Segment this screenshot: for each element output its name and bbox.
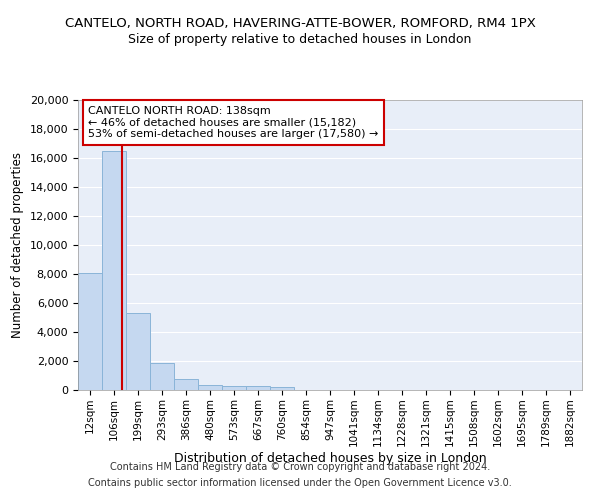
Text: CANTELO NORTH ROAD: 138sqm
← 46% of detached houses are smaller (15,182)
53% of : CANTELO NORTH ROAD: 138sqm ← 46% of deta… — [88, 106, 379, 139]
Bar — [270, 387, 294, 390]
Bar — [174, 379, 198, 390]
Text: CANTELO, NORTH ROAD, HAVERING-ATTE-BOWER, ROMFORD, RM4 1PX: CANTELO, NORTH ROAD, HAVERING-ATTE-BOWER… — [65, 18, 535, 30]
Bar — [246, 386, 270, 390]
Text: Size of property relative to detached houses in London: Size of property relative to detached ho… — [128, 32, 472, 46]
Bar — [126, 313, 150, 390]
Text: Contains HM Land Registry data © Crown copyright and database right 2024.: Contains HM Land Registry data © Crown c… — [110, 462, 490, 472]
Bar — [78, 272, 102, 390]
Bar — [102, 151, 126, 390]
Bar — [198, 385, 222, 390]
Bar — [150, 363, 174, 390]
Text: Contains public sector information licensed under the Open Government Licence v3: Contains public sector information licen… — [88, 478, 512, 488]
X-axis label: Distribution of detached houses by size in London: Distribution of detached houses by size … — [173, 452, 487, 465]
Bar — [222, 386, 246, 390]
Y-axis label: Number of detached properties: Number of detached properties — [11, 152, 24, 338]
